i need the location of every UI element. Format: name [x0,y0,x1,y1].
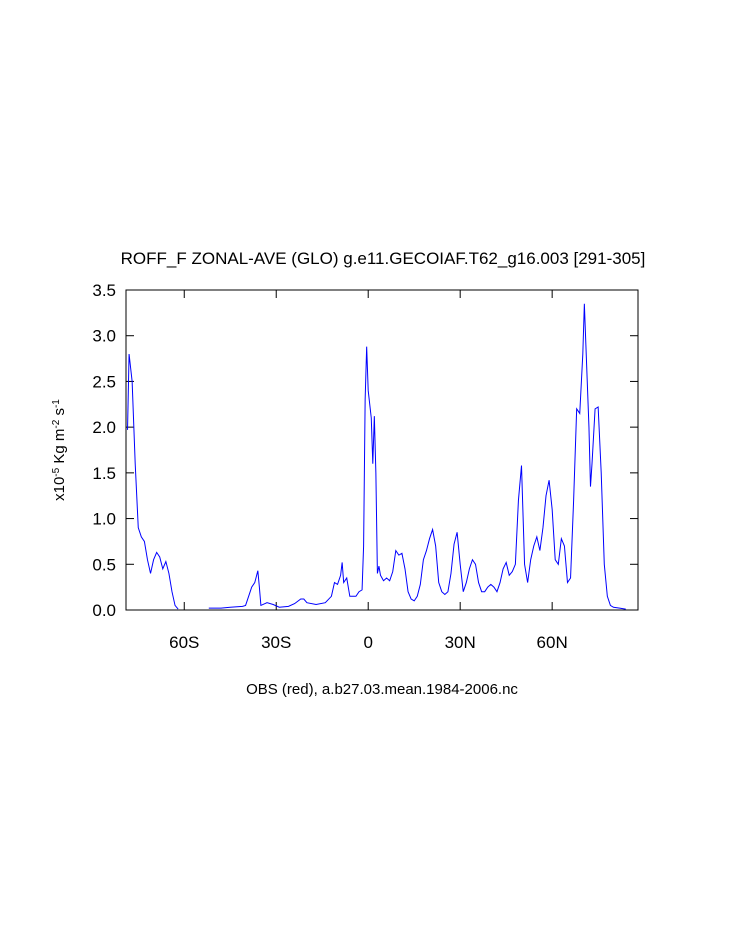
x-tick-label: 60N [537,633,568,652]
y-tick-label: 0.0 [92,601,116,620]
y-tick-label: 3.5 [92,281,116,300]
x-tick-label: 30N [445,633,476,652]
y-tick-label: 1.0 [92,510,116,529]
x-axis-label: OBS (red), a.b27.03.mean.1984-2006.nc [246,681,518,698]
y-label-part: Kg m [51,429,68,468]
y-tick-label: 0.5 [92,555,116,574]
y-label-exponent: -2 [51,419,62,428]
plot-frame [125,289,639,611]
x-tick-label: 30S [261,633,291,652]
x-tick-label: 60S [169,633,199,652]
chart-title: ROFF_F ZONAL-AVE (GLO) g.e11.GECOIAF.T62… [121,249,646,268]
y-tick-label: 2.5 [92,372,116,391]
y-label-exponent: -1 [51,399,62,408]
x-tick-label: 0 [363,633,372,652]
y-axis-label: x10-5 Kg m-2 s-1 [51,399,69,501]
y-tick-label: 1.5 [92,464,116,483]
y-label-part: x10 [51,477,68,501]
y-tick-label: 2.0 [92,418,116,437]
data-line [127,303,626,610]
y-tick-label: 3.0 [92,327,116,346]
y-label-exponent: -5 [51,467,62,476]
y-label-part: s [51,408,68,420]
